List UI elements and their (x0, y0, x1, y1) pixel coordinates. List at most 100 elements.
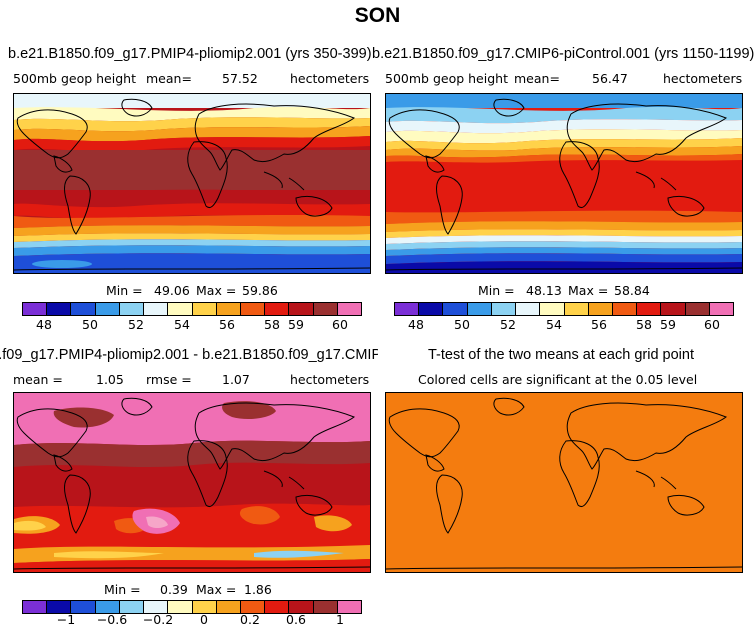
colorbar-swatch (144, 303, 169, 315)
panel1-tick: 54 (174, 317, 190, 332)
colorbar-swatch (564, 303, 589, 315)
panel1-mean-label: mean= (146, 71, 192, 86)
panel1-max-value: 59.86 (242, 283, 278, 298)
colorbar-swatch (419, 303, 444, 315)
colorbar-swatch (313, 601, 338, 613)
panel3-tick: −1 (56, 612, 76, 627)
colorbar-swatch (168, 303, 193, 315)
panel1-tick: 50 (82, 317, 98, 332)
significance-fill (386, 393, 742, 572)
panel1-colorbar (22, 302, 362, 316)
panel2-tick: 52 (500, 317, 516, 332)
colorbar-swatch (467, 303, 492, 315)
panel3-tick: 1 (336, 612, 344, 627)
panel2-max-label: Max = (568, 283, 609, 298)
panel2-mean-label: mean= (514, 71, 560, 86)
colorbar-swatch (71, 601, 96, 613)
panel1-variable-label: 500mb geop height (13, 71, 136, 86)
colorbar-swatch (516, 303, 541, 315)
colorbar-swatch (119, 601, 145, 613)
panel1-tick: 56 (219, 317, 235, 332)
panel1-max-label: Max = (196, 283, 237, 298)
colorbar-swatch (240, 601, 266, 613)
panel3-mean-value: 1.05 (96, 372, 124, 387)
page-title: SON (354, 4, 401, 27)
panel3-tick: 0.6 (286, 612, 306, 627)
colorbar-swatch (395, 303, 420, 315)
panel3-min-label: Min = (104, 582, 141, 597)
colorbar-swatch (23, 303, 48, 315)
panel3-title: b.e21.B1850.f09_g17.PMIP4-pliomip2.001 -… (0, 347, 378, 363)
colorbar-swatch (337, 303, 362, 315)
panel2-tick: 48 (408, 317, 424, 332)
colorbar-swatch (491, 303, 517, 315)
panel1-tick: 58 (264, 317, 280, 332)
colorbar-swatch (216, 303, 241, 315)
colorbar-swatch (23, 601, 48, 613)
panel2-map (385, 93, 743, 274)
panel2-min-value: 48.13 (526, 283, 562, 298)
panel4-title: T-test of the two means at each grid poi… (428, 347, 694, 363)
colorbar-swatch (216, 601, 241, 613)
colorbar-swatch (192, 601, 217, 613)
panel3-min-value: 0.39 (160, 582, 188, 597)
panel3-tick: 0.2 (240, 612, 260, 627)
panel4-map (385, 392, 743, 573)
panel3-map (13, 392, 371, 573)
panel2-tick: 50 (454, 317, 470, 332)
panel2-colorbar-ticks: 48 50 52 54 56 58 59 60 (394, 317, 734, 333)
colorbar-swatch (168, 601, 193, 613)
panel3-tick: −0.2 (142, 612, 174, 627)
panel2-tick: 60 (704, 317, 720, 332)
panel1-map (13, 93, 371, 274)
panel3-mean-label: mean = (13, 372, 63, 387)
panel2-colorbar (394, 302, 734, 316)
colorbar-swatch (144, 601, 169, 613)
panel1-tick: 60 (332, 317, 348, 332)
panel3-rmse-label: rmse = (146, 372, 192, 387)
panel2-tick: 54 (546, 317, 562, 332)
colorbar-swatch (95, 601, 120, 613)
panel3-rmse-value: 1.07 (222, 372, 250, 387)
panel1-tick: 48 (36, 317, 52, 332)
colorbar-swatch (119, 303, 145, 315)
colorbar-swatch (192, 303, 217, 315)
panel1-min-label: Min = (106, 283, 143, 298)
colorbar-swatch (240, 303, 266, 315)
colorbar-swatch (313, 303, 338, 315)
panel2-max-value: 58.84 (614, 283, 650, 298)
colorbar-swatch (588, 303, 613, 315)
panel2-title: b.e21.B1850.f09_g17.CMIP6-piControl.001 … (372, 46, 755, 62)
panel3-colorbar (22, 600, 362, 614)
panel1-units: hectometers (290, 71, 370, 86)
panel2-units: hectometers (663, 71, 743, 86)
colorbar-swatch (95, 303, 120, 315)
colorbar-swatch (289, 303, 314, 315)
colorbar-swatch (661, 303, 686, 315)
panel1-mean-value: 57.52 (222, 71, 258, 86)
colorbar-swatch (540, 303, 565, 315)
panel2-variable-label: 500mb geop height (385, 71, 508, 86)
panel1-colorbar-ticks: 48 50 52 54 56 58 59 60 (22, 317, 362, 333)
panel3-title-clip: b.e21.B1850.f09_g17.PMIP4-pliomip2.001 -… (0, 345, 378, 365)
panel3-units: hectometers (290, 372, 370, 387)
colorbar-swatch (289, 601, 314, 613)
panel3-colorbar-ticks: −1 −0.6 −0.2 0 0.2 0.6 1 (22, 612, 362, 628)
colorbar-swatch (265, 601, 290, 613)
colorbar-swatch (71, 303, 96, 315)
panel3-tick: 0 (200, 612, 208, 627)
colorbar-swatch (337, 601, 362, 613)
panel1-title: b.e21.B1850.f09_g17.PMIP4-pliomip2.001 (… (8, 46, 372, 62)
colorbar-swatch (612, 303, 638, 315)
panel2-tick: 58 (636, 317, 652, 332)
panel2-tick: 56 (591, 317, 607, 332)
colorbar-swatch (265, 303, 290, 315)
panel2-mean-value: 56.47 (592, 71, 628, 86)
colorbar-swatch (637, 303, 662, 315)
panel3-tick: −0.6 (96, 612, 128, 627)
panel1-min-value: 49.06 (154, 283, 190, 298)
panel1-tick: 52 (128, 317, 144, 332)
panel1-tick: 59 (288, 317, 304, 332)
panel4-subtitle: Colored cells are significant at the 0.0… (418, 372, 698, 387)
panel2-min-label: Min = (478, 283, 515, 298)
